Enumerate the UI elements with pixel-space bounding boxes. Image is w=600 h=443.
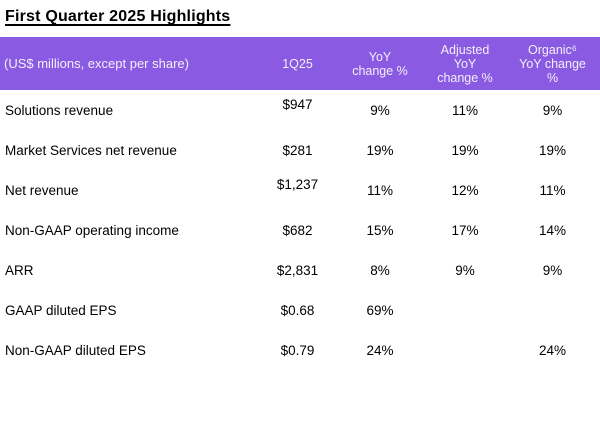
table-row-non-gaap-operating-income: Non-GAAP operating income $682 15% 17% 1… xyxy=(0,210,600,250)
cell-1q25: $1,237 xyxy=(276,176,319,192)
column-header-yoy: YoY change % xyxy=(352,49,408,78)
table-row-market-services-net-revenue: Market Services net revenue $281 19% 19%… xyxy=(0,130,600,170)
column-header-organic: Organic⁶ YoY change % xyxy=(519,42,586,85)
column-header-adjusted: Adjusted YoY change % xyxy=(437,42,493,85)
cell-adjusted: 9% xyxy=(455,262,475,278)
cell-1q25: $2,831 xyxy=(276,262,319,278)
table-header-row: (US$ millions, except per share) 1Q25 Yo… xyxy=(0,37,600,90)
cell-yoy: 19% xyxy=(366,142,394,158)
column-header-1q25: 1Q25 xyxy=(282,56,313,71)
table-row-solutions-revenue: Solutions revenue $947 9% 11% 9% xyxy=(0,90,600,130)
cell-1q25: $682 xyxy=(282,222,313,238)
cell-yoy: 11% xyxy=(366,182,394,198)
cell-adjusted: 12% xyxy=(451,182,479,198)
cell-organic: 9% xyxy=(542,102,563,118)
cell-1q25: $0.79 xyxy=(280,342,315,358)
table-row-gaap-diluted-eps: GAAP diluted EPS $0.68 69% xyxy=(0,290,600,330)
cell-yoy: 24% xyxy=(366,342,394,358)
cell-adjusted: 11% xyxy=(451,102,479,118)
cell-adjusted: 17% xyxy=(451,222,479,238)
row-label: GAAP diluted EPS xyxy=(5,302,117,318)
table-row-arr: ARR $2,831 8% 9% 9% xyxy=(0,250,600,290)
cell-yoy: 9% xyxy=(370,102,390,118)
row-label: Non-GAAP diluted EPS xyxy=(5,342,146,358)
row-label: Solutions revenue xyxy=(5,102,114,118)
cell-1q25: $947 xyxy=(282,96,313,112)
cell-organic: 19% xyxy=(538,142,567,158)
document-page: First Quarter 2025 Highlights (US$ milli… xyxy=(0,7,600,443)
table-row-net-revenue: Net revenue $1,237 11% 12% 11% xyxy=(0,170,600,210)
cell-organic: 14% xyxy=(538,222,567,238)
cell-yoy: 15% xyxy=(366,222,394,238)
cell-adjusted: 19% xyxy=(451,142,479,158)
table-body: Solutions revenue $947 9% 11% 9% Market … xyxy=(0,90,600,370)
page-title: First Quarter 2025 Highlights xyxy=(5,8,231,25)
column-header-metric: (US$ millions, except per share) xyxy=(4,55,189,71)
cell-organic: 11% xyxy=(539,182,566,198)
row-label: Net revenue xyxy=(5,182,79,198)
cell-1q25: $281 xyxy=(282,142,313,158)
cell-organic: 9% xyxy=(542,262,563,278)
cell-1q25: $0.68 xyxy=(280,302,315,318)
table-header-band: (US$ millions, except per share) 1Q25 Yo… xyxy=(0,37,600,90)
cell-yoy: 8% xyxy=(370,262,390,278)
row-label: Non-GAAP operating income xyxy=(5,222,179,238)
row-label: Market Services net revenue xyxy=(5,142,177,158)
row-label: ARR xyxy=(5,262,34,278)
table-row-non-gaap-diluted-eps: Non-GAAP diluted EPS $0.79 24% 24% xyxy=(0,330,600,370)
cell-yoy: 69% xyxy=(366,302,394,318)
cell-organic: 24% xyxy=(538,342,567,358)
